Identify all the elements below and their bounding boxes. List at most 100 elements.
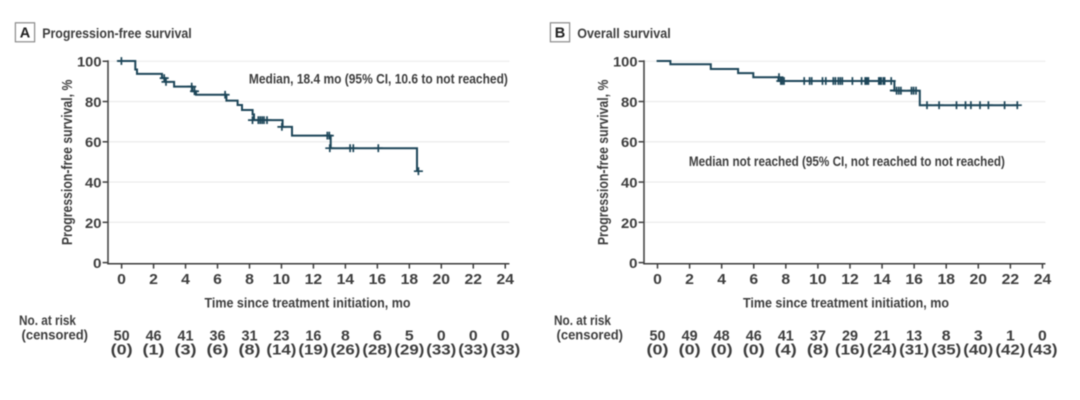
svg-text:20: 20 — [85, 216, 102, 232]
svg-text:Progression-free survival, %: Progression-free survival, % — [60, 80, 76, 246]
svg-text:(1): (1) — [143, 343, 165, 359]
svg-text:(43): (43) — [1027, 343, 1057, 359]
svg-text:48: 48 — [714, 329, 730, 345]
svg-text:40: 40 — [85, 176, 102, 192]
svg-text:50: 50 — [114, 329, 130, 345]
svg-text:Progression-free survival: Progression-free survival — [42, 26, 192, 42]
svg-text:100: 100 — [77, 55, 102, 71]
svg-text:(0): (0) — [711, 343, 733, 359]
svg-text:8: 8 — [341, 329, 350, 345]
svg-text:41: 41 — [178, 329, 194, 345]
svg-text:(0): (0) — [679, 343, 701, 359]
svg-text:29: 29 — [842, 329, 858, 345]
svg-text:(33): (33) — [490, 343, 520, 359]
svg-text:0: 0 — [501, 329, 510, 345]
svg-text:20: 20 — [433, 272, 451, 288]
svg-text:24: 24 — [1034, 272, 1052, 288]
svg-text:49: 49 — [682, 329, 698, 345]
svg-text:(29): (29) — [394, 343, 424, 359]
svg-text:(28): (28) — [362, 343, 392, 359]
svg-text:0: 0 — [1038, 329, 1047, 345]
svg-text:8: 8 — [781, 272, 790, 288]
svg-text:0: 0 — [469, 329, 478, 345]
svg-text:(35): (35) — [931, 343, 961, 359]
svg-text:0: 0 — [117, 272, 126, 288]
svg-text:(0): (0) — [743, 343, 765, 359]
svg-text:(0): (0) — [111, 343, 133, 359]
svg-text:(19): (19) — [298, 343, 328, 359]
svg-text:No. at risk: No. at risk — [554, 313, 611, 328]
svg-text:13: 13 — [906, 329, 922, 345]
svg-text:22: 22 — [1002, 272, 1020, 288]
svg-text:Time since treatment initiatio: Time since treatment initiation, mo — [205, 296, 411, 311]
svg-text:24: 24 — [496, 272, 514, 288]
svg-text:0: 0 — [437, 329, 446, 345]
svg-text:20: 20 — [621, 216, 638, 232]
svg-text:(8): (8) — [807, 343, 829, 359]
svg-text:2: 2 — [149, 272, 158, 288]
svg-text:10: 10 — [273, 272, 291, 288]
svg-text:23: 23 — [273, 329, 289, 345]
svg-text:10: 10 — [809, 272, 827, 288]
svg-text:(16): (16) — [835, 343, 865, 359]
svg-text:16: 16 — [369, 272, 387, 288]
svg-text:37: 37 — [810, 329, 826, 345]
svg-text:31: 31 — [241, 329, 257, 345]
svg-text:(8): (8) — [238, 343, 260, 359]
svg-text:46: 46 — [746, 329, 762, 345]
svg-text:60: 60 — [85, 135, 102, 151]
svg-text:(33): (33) — [458, 343, 488, 359]
svg-text:Progression-free survival, %: Progression-free survival, % — [596, 80, 612, 246]
svg-text:18: 18 — [937, 272, 955, 288]
svg-text:46: 46 — [146, 329, 162, 345]
svg-text:(14): (14) — [266, 343, 296, 359]
svg-text:12: 12 — [305, 272, 323, 288]
svg-text:Median, 18.4 mo (95% CI, 10.6: Median, 18.4 mo (95% CI, 10.6 to not rea… — [249, 72, 508, 87]
svg-text:6: 6 — [373, 329, 382, 345]
svg-text:(26): (26) — [330, 343, 360, 359]
svg-text:60: 60 — [621, 135, 638, 151]
svg-text:(31): (31) — [899, 343, 929, 359]
svg-text:(42): (42) — [995, 343, 1025, 359]
svg-text:1: 1 — [1006, 329, 1015, 345]
svg-text:(4): (4) — [775, 343, 797, 359]
svg-text:36: 36 — [210, 329, 226, 345]
svg-text:80: 80 — [621, 95, 638, 111]
svg-text:5: 5 — [405, 329, 414, 345]
svg-text:(censored): (censored) — [557, 328, 624, 343]
svg-text:3: 3 — [974, 329, 983, 345]
svg-text:20: 20 — [970, 272, 988, 288]
svg-text:(censored): (censored) — [22, 328, 89, 343]
svg-text:16: 16 — [905, 272, 923, 288]
svg-text:No. at risk: No. at risk — [19, 313, 76, 328]
svg-text:8: 8 — [942, 329, 951, 345]
svg-text:Overall survival: Overall survival — [577, 26, 671, 42]
svg-text:18: 18 — [401, 272, 419, 288]
svg-text:14: 14 — [337, 272, 355, 288]
svg-text:50: 50 — [650, 329, 666, 345]
svg-text:0: 0 — [93, 256, 102, 272]
svg-text:(40): (40) — [963, 343, 993, 359]
svg-text:Time since treatment initiatio: Time since treatment initiation, mo — [743, 296, 949, 311]
svg-text:(24): (24) — [867, 343, 897, 359]
svg-text:4: 4 — [717, 272, 726, 288]
svg-text:A: A — [20, 26, 31, 42]
svg-text:(0): (0) — [647, 343, 669, 359]
svg-text:B: B — [555, 26, 565, 42]
svg-text:2: 2 — [685, 272, 694, 288]
svg-text:12: 12 — [841, 272, 859, 288]
svg-text:80: 80 — [85, 95, 102, 111]
svg-text:6: 6 — [213, 272, 222, 288]
svg-text:6: 6 — [749, 272, 758, 288]
svg-text:(33): (33) — [426, 343, 456, 359]
svg-text:22: 22 — [465, 272, 483, 288]
svg-text:16: 16 — [305, 329, 321, 345]
svg-text:(3): (3) — [175, 343, 197, 359]
svg-text:0: 0 — [629, 256, 638, 272]
svg-text:0: 0 — [653, 272, 662, 288]
svg-text:8: 8 — [245, 272, 254, 288]
svg-text:4: 4 — [181, 272, 190, 288]
svg-text:14: 14 — [873, 272, 891, 288]
svg-text:(6): (6) — [207, 343, 229, 359]
svg-text:41: 41 — [778, 329, 794, 345]
